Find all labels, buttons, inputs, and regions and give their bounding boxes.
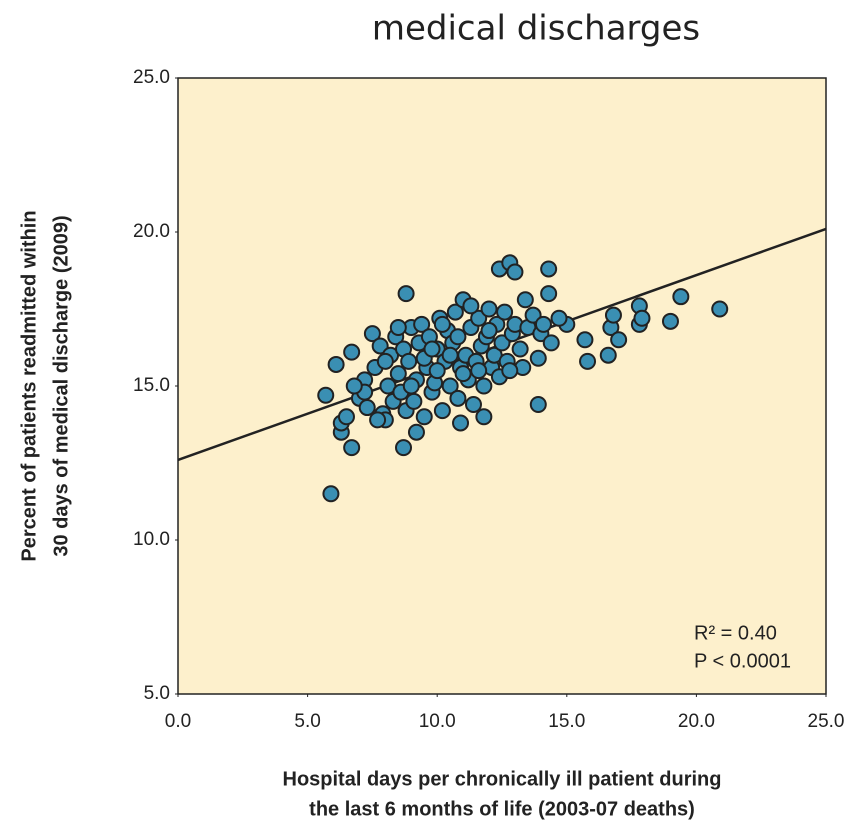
point	[423, 340, 441, 358]
point	[441, 377, 459, 395]
y-tick-label: 10.0	[133, 529, 170, 550]
point	[506, 263, 524, 281]
point	[540, 260, 558, 278]
point	[405, 392, 423, 410]
point	[371, 337, 389, 355]
point	[343, 343, 361, 361]
point	[407, 423, 425, 441]
point	[415, 408, 433, 426]
point	[534, 315, 552, 333]
point	[672, 288, 690, 306]
y-tick-label: 15.0	[133, 375, 170, 396]
point	[475, 408, 493, 426]
point	[428, 362, 446, 380]
y-tick-label: 20.0	[133, 221, 170, 242]
y-tick-label: 5.0	[144, 683, 170, 704]
x-tick-label: 0.0	[165, 711, 191, 732]
x-axis-label: Hospital days per chronically ill patien…	[283, 768, 722, 790]
point	[470, 309, 488, 327]
y-axis-label: Percent of patients readmitted within	[18, 210, 40, 561]
annotation: R² = 0.40	[694, 622, 777, 644]
point	[449, 328, 467, 346]
point	[413, 315, 431, 333]
point	[397, 285, 415, 303]
point	[511, 340, 529, 358]
point	[524, 306, 542, 324]
point	[540, 285, 558, 303]
point	[327, 355, 345, 373]
point	[363, 325, 381, 343]
annotation: P < 0.0001	[694, 650, 791, 672]
point	[542, 334, 560, 352]
x-tick-label: 10.0	[419, 711, 456, 732]
point	[633, 309, 651, 327]
point	[446, 303, 464, 321]
point	[345, 377, 363, 395]
point	[610, 331, 628, 349]
point	[433, 402, 451, 420]
x-tick-label: 15.0	[548, 711, 585, 732]
point	[452, 414, 470, 432]
point	[529, 395, 547, 413]
chart-title: medical discharges	[372, 9, 700, 49]
point	[389, 318, 407, 336]
point	[480, 322, 498, 340]
x-tick-label: 5.0	[294, 711, 320, 732]
point	[550, 309, 568, 327]
x-tick-label: 20.0	[678, 711, 715, 732]
point	[441, 346, 459, 364]
point	[475, 377, 493, 395]
point	[480, 300, 498, 318]
point	[470, 362, 488, 380]
point	[529, 349, 547, 367]
point	[711, 300, 729, 318]
point	[501, 362, 519, 380]
plot-area	[177, 77, 827, 695]
y-axis-label: 30 days of medical discharge (2009)	[50, 215, 72, 556]
point	[464, 395, 482, 413]
point	[661, 312, 679, 330]
point	[449, 389, 467, 407]
point	[604, 306, 622, 324]
x-tick-label: 25.0	[808, 711, 845, 732]
point	[599, 346, 617, 364]
x-axis-label: the last 6 months of life (2003-07 death…	[309, 798, 695, 820]
point	[343, 439, 361, 457]
point	[516, 291, 534, 309]
point	[369, 411, 387, 429]
point	[433, 315, 451, 333]
point	[493, 334, 511, 352]
point	[579, 352, 597, 370]
point	[496, 303, 514, 321]
point	[376, 352, 394, 370]
point	[322, 485, 340, 503]
point	[395, 439, 413, 457]
point	[317, 386, 335, 404]
point	[576, 331, 594, 349]
point	[358, 399, 376, 417]
point	[389, 365, 407, 383]
point	[400, 352, 418, 370]
y-tick-label: 25.0	[133, 67, 170, 88]
point	[462, 297, 480, 315]
point	[337, 408, 355, 426]
point	[402, 377, 420, 395]
point	[454, 365, 472, 383]
